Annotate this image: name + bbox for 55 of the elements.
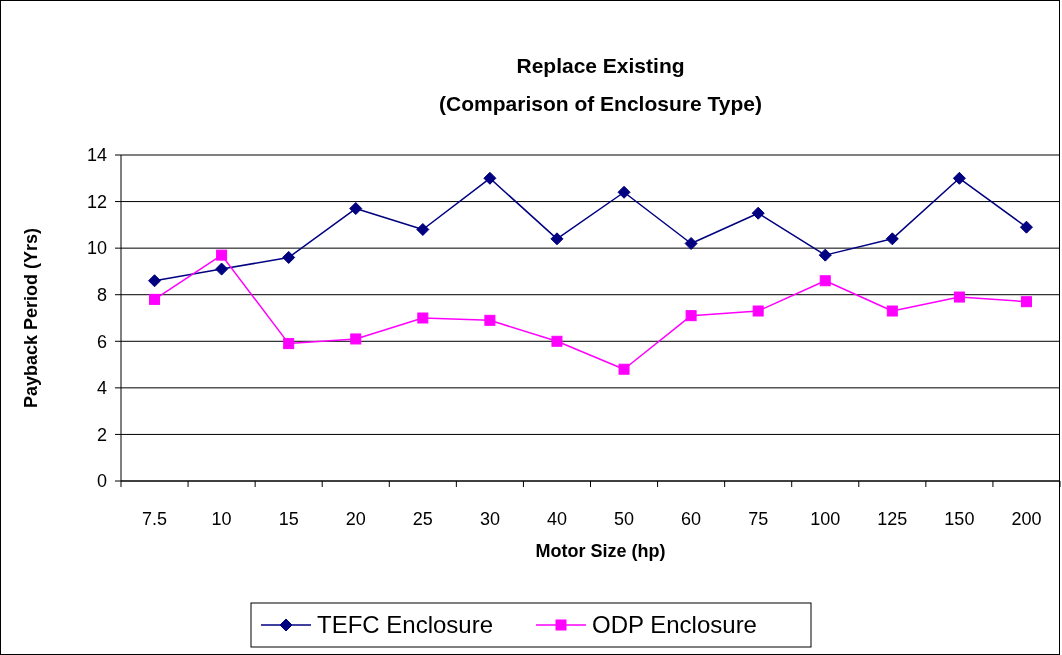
x-tick-label: 60: [681, 509, 702, 529]
point: [149, 293, 161, 305]
point: [484, 314, 496, 326]
x-tick-label: 25: [412, 509, 433, 529]
point: [416, 223, 430, 237]
y-tick-label: 12: [86, 191, 107, 212]
chart-title: Replace Existing (Comparison of Enclosure Type): [439, 54, 762, 115]
point: [1020, 296, 1032, 308]
x-tick-label: 50: [614, 509, 635, 529]
point: [551, 335, 563, 347]
y-tick-label: 0: [96, 471, 107, 492]
x-axis-title: Motor Size (hp): [535, 541, 666, 561]
point: [550, 232, 564, 246]
x-tick-label: 30: [479, 509, 500, 529]
point: [818, 248, 832, 262]
x-tick-label: 200: [1011, 509, 1042, 529]
point: [685, 310, 697, 322]
point: [417, 312, 429, 324]
y-axis-title: Payback Period (Yrs): [21, 227, 41, 409]
point: [819, 275, 831, 287]
y-tick-label: 14: [86, 145, 107, 166]
x-tick-label: 7.5: [142, 509, 168, 529]
point: [216, 249, 228, 261]
point: [684, 236, 698, 250]
x-tick-label: 125: [877, 509, 908, 529]
x-tick-label: 75: [748, 509, 769, 529]
legend-label: TEFC Enclosure: [317, 611, 494, 639]
x-tick-label: 100: [810, 509, 841, 529]
point: [148, 274, 162, 288]
point: [350, 333, 362, 345]
point: [282, 250, 296, 264]
x-tick-label: 15: [278, 509, 299, 529]
point: [618, 363, 630, 375]
x-tick-label: 40: [546, 509, 567, 529]
y-tick-label: 10: [86, 238, 107, 259]
point: [886, 305, 898, 317]
point: [1019, 220, 1033, 234]
y-tick-label: 8: [96, 285, 107, 306]
legend-label: ODP Enclosure: [592, 611, 757, 639]
y-tick-label: 2: [96, 424, 107, 445]
point: [215, 262, 229, 276]
point: [283, 338, 295, 350]
point: [953, 291, 965, 303]
point: [885, 232, 899, 246]
y-tick-label: 4: [96, 378, 107, 399]
point: [617, 185, 631, 199]
point: [752, 305, 764, 317]
point: [349, 202, 363, 216]
point: [483, 171, 497, 185]
y-tick-label: 6: [96, 331, 107, 352]
x-tick-label: 150: [944, 509, 975, 529]
x-tick-label: 10: [211, 509, 232, 529]
point: [952, 171, 966, 185]
x-tick-label: 20: [345, 509, 366, 529]
point: [751, 206, 765, 220]
